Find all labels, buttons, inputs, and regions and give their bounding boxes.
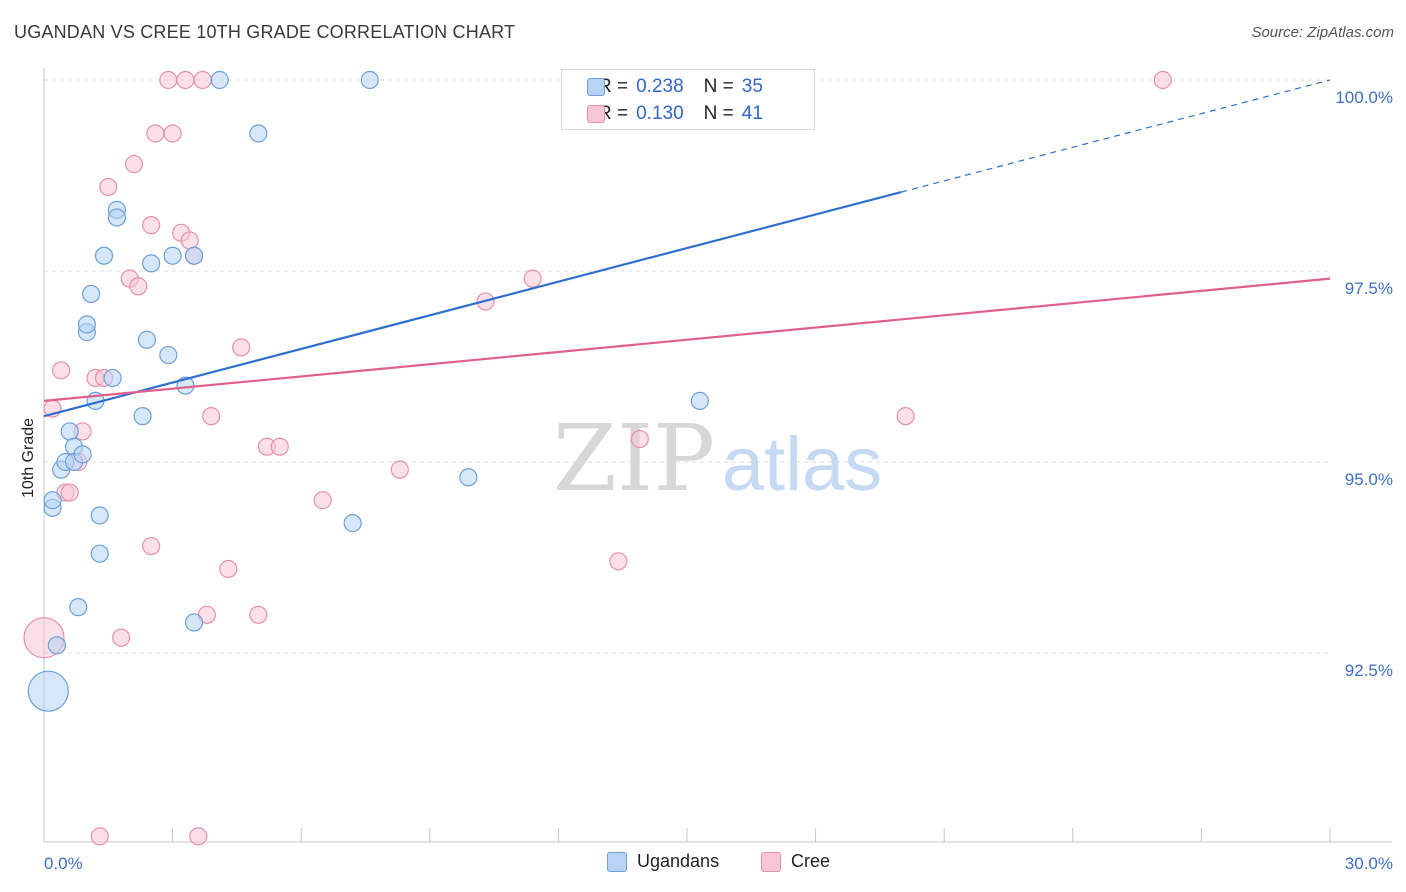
stats-legend: R = 0.238 N = 35 R = 0.130 N = 41 <box>561 69 815 130</box>
cree-point <box>124 154 144 174</box>
ugandans-point <box>133 407 152 426</box>
ugandans-points <box>27 70 709 712</box>
cree-point <box>193 70 212 90</box>
y-tick-label: 95.0% <box>1345 470 1393 489</box>
ugandans-point <box>210 70 229 90</box>
cree-point <box>189 827 208 846</box>
ugandans-trend-extension <box>901 79 1331 193</box>
cree-point <box>202 407 221 426</box>
cree-point <box>142 216 161 235</box>
ugandans-point <box>27 670 69 712</box>
x-tick-label: 0.0% <box>44 854 83 873</box>
cree-point <box>630 429 649 449</box>
ugandans-point <box>184 613 204 632</box>
cree-point <box>219 559 238 579</box>
cree-point <box>609 552 628 571</box>
ugandans-point <box>159 345 178 365</box>
legend-swatch-pink <box>587 105 605 123</box>
cree-point <box>896 407 915 426</box>
ugandans-point <box>137 330 156 349</box>
cree-point <box>163 124 182 143</box>
trend-lines <box>43 79 1331 418</box>
cree-point <box>249 605 268 624</box>
ugandans-point <box>142 254 161 273</box>
ugandans-point <box>60 422 79 441</box>
cree-point <box>52 361 71 380</box>
ugandans-point <box>459 468 478 487</box>
x-tick-label: 30.0% <box>1345 854 1393 873</box>
cree-point <box>1153 70 1172 90</box>
cree-point <box>176 70 195 90</box>
watermark: ZIP atlas <box>553 405 882 512</box>
cree-point <box>232 338 251 357</box>
tick-labels: 92.5% 95.0% 97.5% 100.0% 0.0% 30.0% <box>44 88 1393 873</box>
series-legend: Ugandans Cree <box>0 851 1406 877</box>
cree-point <box>523 269 542 288</box>
legend-item-cree[interactable]: Cree <box>761 851 830 872</box>
ugandans-point <box>43 491 62 510</box>
legend-n-label: N = <box>703 76 734 97</box>
cree-point <box>159 70 178 90</box>
ugandans-point <box>73 445 92 464</box>
ugandans-point <box>82 284 101 304</box>
ugandans-point <box>184 246 204 265</box>
legend-r-value: 0.238 <box>636 76 684 97</box>
chart-title: UGANDAN VS CREE 10TH GRADE CORRELATION C… <box>14 22 516 42</box>
legend-swatch-blue <box>587 78 605 96</box>
legend-label: Cree <box>791 851 831 871</box>
cree-point <box>90 827 109 846</box>
legend-n-value: 41 <box>741 103 763 124</box>
legend-r-label: R = <box>598 103 629 124</box>
ugandans-point <box>343 514 362 533</box>
cree-trend-line <box>43 277 1331 402</box>
cree-point <box>313 491 332 510</box>
ugandans-point <box>69 598 88 617</box>
y-tick-label: 97.5% <box>1345 279 1393 298</box>
ugandans-trend-line <box>43 190 902 418</box>
legend-n-label: N = <box>703 103 734 124</box>
watermark-zip: ZIP <box>553 405 715 512</box>
ugandans-point <box>163 246 182 265</box>
legend-label: Ugandans <box>637 851 720 871</box>
legend-item-ugandans[interactable]: Ugandans <box>607 851 719 872</box>
ugandans-point <box>107 208 126 227</box>
cree-point <box>142 536 161 556</box>
cree-point <box>146 124 165 143</box>
ugandans-point <box>77 315 96 334</box>
ugandans-point <box>103 368 122 388</box>
ugandans-point <box>90 506 109 525</box>
cree-point <box>99 177 118 197</box>
cree-point <box>180 231 199 250</box>
ugandans-point <box>690 391 709 410</box>
ugandans-point <box>249 124 268 143</box>
legend-n-value: 35 <box>741 76 763 97</box>
y-tick-label: 92.5% <box>1345 661 1393 680</box>
cree-points <box>23 70 1172 846</box>
legend-row-ugandans: R = 0.238 N = 35 <box>587 76 763 98</box>
legend-row-cree: R = 0.130 N = 41 <box>587 103 763 125</box>
ugandans-point <box>90 544 109 563</box>
ugandans-point <box>94 246 114 265</box>
watermark-atlas: atlas <box>722 422 883 507</box>
y-tick-label: 100.0% <box>1335 88 1393 107</box>
cree-point <box>390 460 409 479</box>
cree-point <box>60 483 79 502</box>
legend-swatch-pink <box>761 851 781 872</box>
cree-point <box>112 628 131 647</box>
ugandans-point <box>47 636 66 655</box>
cree-point <box>270 437 289 456</box>
cree-point <box>129 277 148 296</box>
legend-swatch-blue <box>607 851 627 872</box>
axes <box>43 68 1392 843</box>
legend-r-value: 0.130 <box>636 103 684 124</box>
ugandans-point <box>360 70 379 90</box>
source-credit: Source: ZipAtlas.com <box>1251 24 1394 41</box>
legend-r-label: R = <box>598 76 629 97</box>
